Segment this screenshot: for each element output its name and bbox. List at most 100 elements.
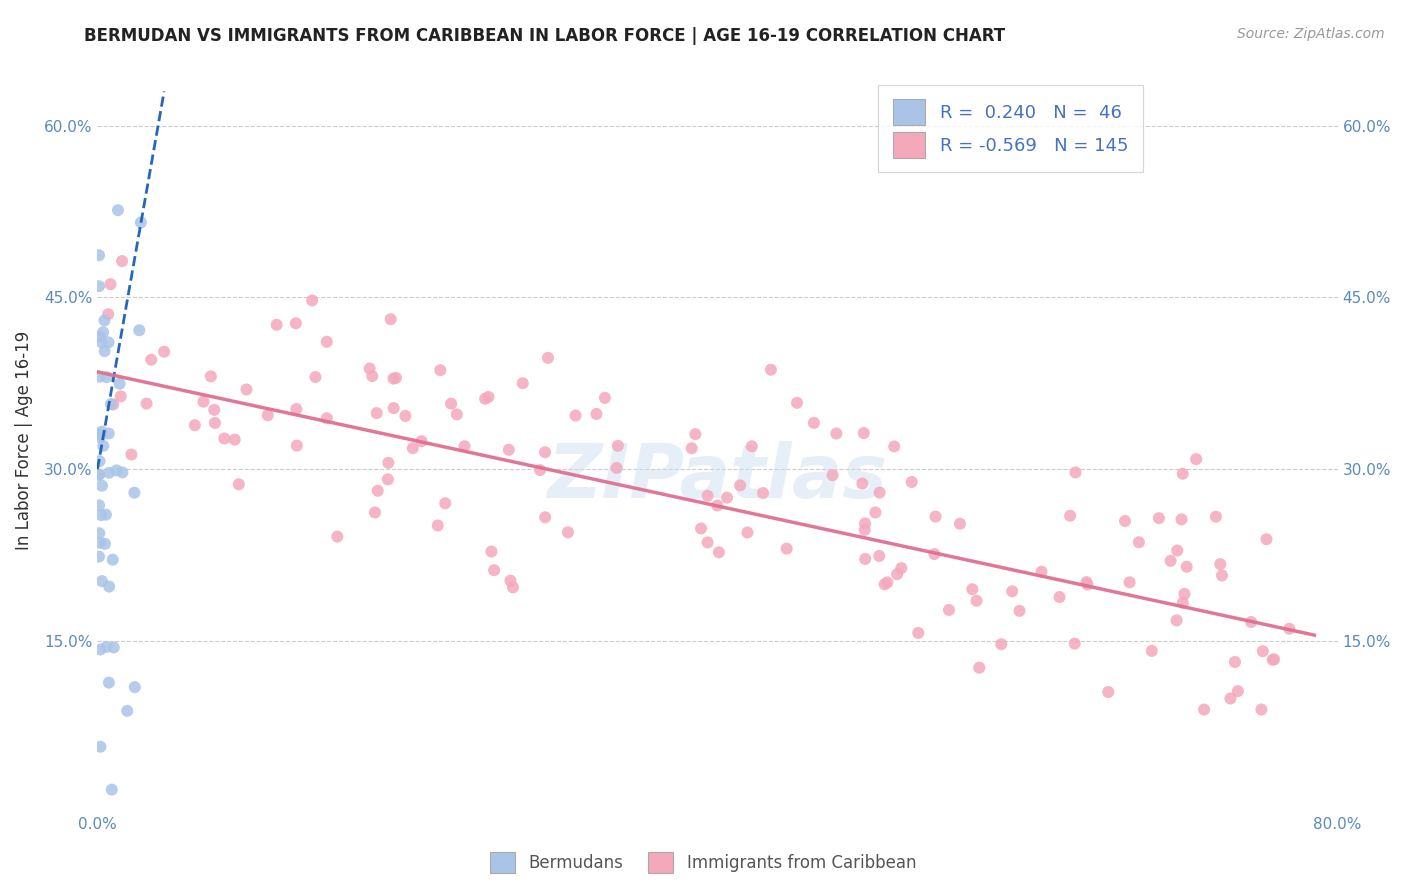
Point bbox=[869, 485, 891, 500]
Point bbox=[564, 409, 586, 423]
Point bbox=[202, 402, 225, 417]
Point bbox=[87, 427, 110, 442]
Point bbox=[1166, 543, 1188, 558]
Point bbox=[97, 307, 120, 321]
Point bbox=[394, 409, 416, 423]
Point bbox=[716, 491, 738, 505]
Point bbox=[103, 397, 125, 411]
Point bbox=[737, 525, 759, 540]
Point bbox=[741, 439, 763, 453]
Point bbox=[1008, 604, 1031, 618]
Point bbox=[868, 549, 890, 563]
Point bbox=[1049, 590, 1071, 604]
Point bbox=[385, 371, 408, 385]
Point bbox=[502, 580, 524, 594]
Point bbox=[1185, 452, 1208, 467]
Point bbox=[103, 640, 125, 655]
Point bbox=[728, 478, 751, 492]
Point bbox=[359, 361, 381, 376]
Point bbox=[1147, 511, 1170, 525]
Point bbox=[949, 516, 972, 531]
Point bbox=[228, 477, 250, 491]
Point bbox=[482, 563, 505, 577]
Point bbox=[924, 509, 946, 524]
Point bbox=[90, 508, 112, 522]
Point bbox=[224, 433, 246, 447]
Point bbox=[853, 523, 876, 537]
Point bbox=[94, 508, 117, 522]
Point bbox=[681, 441, 703, 455]
Point bbox=[1001, 584, 1024, 599]
Point bbox=[97, 675, 120, 690]
Point bbox=[429, 363, 451, 377]
Point bbox=[1063, 637, 1085, 651]
Point bbox=[91, 479, 114, 493]
Point bbox=[1076, 577, 1098, 591]
Point bbox=[141, 352, 163, 367]
Point bbox=[696, 535, 718, 549]
Point bbox=[1076, 575, 1098, 590]
Point bbox=[377, 456, 399, 470]
Point bbox=[124, 680, 146, 694]
Point bbox=[87, 467, 110, 482]
Point bbox=[1171, 596, 1194, 610]
Legend: Bermudans, Immigrants from Caribbean: Bermudans, Immigrants from Caribbean bbox=[484, 846, 922, 880]
Point bbox=[534, 510, 557, 524]
Point bbox=[100, 782, 122, 797]
Point bbox=[883, 440, 905, 454]
Point bbox=[1173, 587, 1195, 601]
Point bbox=[326, 530, 349, 544]
Point bbox=[1031, 565, 1053, 579]
Point bbox=[825, 426, 848, 441]
Point bbox=[90, 425, 112, 439]
Point bbox=[96, 640, 118, 654]
Point bbox=[93, 313, 115, 327]
Point bbox=[821, 468, 844, 483]
Point bbox=[499, 574, 522, 588]
Point bbox=[315, 334, 337, 349]
Point bbox=[886, 567, 908, 582]
Point bbox=[924, 547, 946, 561]
Point bbox=[557, 525, 579, 540]
Point bbox=[876, 575, 898, 590]
Point bbox=[776, 541, 799, 556]
Point bbox=[1205, 509, 1227, 524]
Point bbox=[94, 537, 117, 551]
Point bbox=[851, 476, 873, 491]
Point bbox=[707, 545, 730, 559]
Point bbox=[124, 485, 146, 500]
Point bbox=[135, 396, 157, 410]
Point bbox=[938, 603, 960, 617]
Point bbox=[685, 427, 707, 442]
Point bbox=[537, 351, 560, 365]
Point bbox=[89, 369, 111, 384]
Point bbox=[606, 461, 628, 475]
Point bbox=[91, 325, 114, 339]
Point bbox=[900, 475, 922, 489]
Point bbox=[89, 454, 111, 468]
Point bbox=[474, 392, 496, 406]
Point bbox=[1250, 702, 1272, 716]
Point bbox=[97, 335, 120, 350]
Point bbox=[1223, 655, 1246, 669]
Point bbox=[402, 441, 425, 455]
Point bbox=[481, 544, 503, 558]
Point bbox=[97, 426, 120, 441]
Point bbox=[529, 463, 551, 477]
Point bbox=[1240, 615, 1263, 629]
Point bbox=[1171, 467, 1194, 481]
Point bbox=[100, 277, 122, 292]
Point bbox=[111, 466, 134, 480]
Point bbox=[962, 582, 984, 597]
Point bbox=[284, 316, 307, 330]
Point bbox=[1226, 684, 1249, 698]
Point bbox=[1128, 535, 1150, 549]
Point bbox=[803, 416, 825, 430]
Point bbox=[204, 416, 226, 430]
Text: Source: ZipAtlas.com: Source: ZipAtlas.com bbox=[1237, 27, 1385, 41]
Point bbox=[101, 552, 124, 566]
Point bbox=[477, 390, 499, 404]
Point bbox=[91, 574, 114, 589]
Point bbox=[115, 704, 138, 718]
Point bbox=[1261, 653, 1284, 667]
